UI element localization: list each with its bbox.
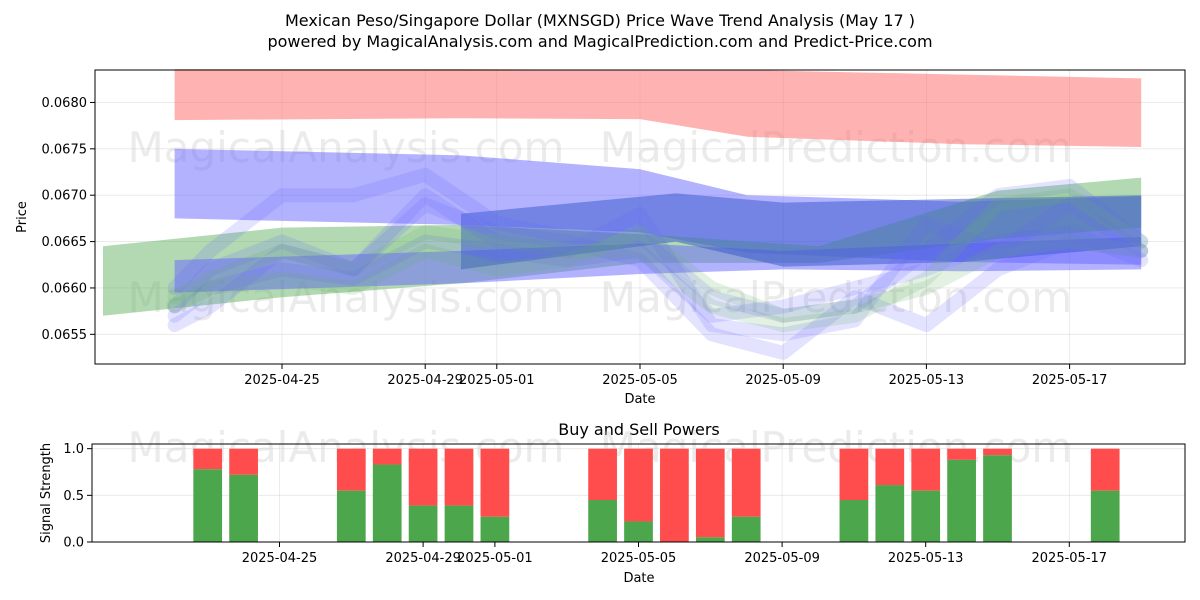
price-wave-blue: [167, 225, 1149, 323]
buy-bar: [588, 500, 617, 542]
price-wave-green: [167, 225, 1149, 323]
sell-bar: [947, 448, 976, 460]
price-x-tick-label: 2025-04-25: [244, 373, 320, 388]
sell-bar: [731, 448, 761, 517]
buy-bar: [875, 485, 905, 542]
signal-x-tick-label: 2025-04-29: [385, 551, 461, 566]
signal-bars: [193, 448, 1120, 542]
price-x-tick-label: 2025-04-29: [387, 373, 463, 388]
signal-panel: Buy and Sell Powers MagicalAnalysis.com …: [39, 420, 1186, 586]
price-bands: [103, 69, 1142, 316]
sell-bar: [875, 448, 905, 486]
sell-bar: [624, 448, 653, 522]
price-y-tick-label: 0.0675: [42, 142, 88, 157]
price-wave-blue: [167, 188, 1149, 342]
buy-bar: [695, 537, 725, 542]
chart-title: Mexican Peso/Singapore Dollar (MXNSGD) P…: [285, 11, 915, 30]
sell-bar: [336, 448, 366, 491]
buy-bar: [839, 500, 869, 542]
sell-bar: [480, 448, 510, 517]
sell-bar: [660, 448, 689, 542]
buy-bar: [624, 521, 653, 542]
buy-bar: [480, 516, 510, 542]
buy-bar: [911, 490, 941, 542]
price-x-tick-label: 2025-05-01: [459, 373, 535, 388]
signal-y-tick-label: 1.0: [63, 442, 84, 457]
price-wave-blue: [167, 197, 1149, 360]
price-y-tick-label: 0.0680: [42, 96, 88, 111]
price-x-axis-label: Date: [624, 392, 655, 407]
price-y-ticks: 0.0655 0.0660 0.0665 0.0670 0.0675 0.0680: [42, 96, 95, 343]
price-y-tick-label: 0.0660: [42, 281, 88, 296]
signal-y-axis-label: Signal Strength: [39, 443, 54, 543]
signal-y-ticks: 0.0 0.5 1.0: [63, 442, 92, 551]
sell-bar: [588, 448, 617, 500]
chart-subtitle: powered by MagicalAnalysis.com and Magic…: [267, 32, 932, 51]
price-panel: MagicalAnalysis.com MagicalPrediction.co…: [15, 69, 1186, 407]
sell-bar: [408, 448, 438, 506]
signal-x-tick-label: 2025-05-09: [744, 551, 820, 566]
buy-bar: [947, 459, 976, 542]
sell-bar: [911, 448, 941, 491]
price-y-tick-label: 0.0665: [42, 235, 88, 250]
price-y-axis-label: Price: [15, 201, 30, 233]
sell-bar: [193, 448, 223, 470]
price-wave-green: [167, 188, 1149, 333]
buy-bar: [1090, 490, 1120, 542]
sell-bar: [839, 448, 869, 500]
price-x-tick-label: 2025-05-09: [745, 373, 821, 388]
price-band-red: [174, 69, 1142, 147]
signal-title: Buy and Sell Powers: [558, 420, 720, 439]
signal-y-tick-label: 0.5: [63, 489, 84, 504]
signal-x-tick-label: 2025-04-25: [242, 551, 318, 566]
buy-bar: [408, 505, 438, 542]
signal-x-tick-label: 2025-05-17: [1032, 551, 1108, 566]
price-x-tick-label: 2025-05-13: [889, 373, 965, 388]
sell-bar: [229, 448, 258, 475]
sell-bar: [695, 448, 725, 538]
price-x-tick-label: 2025-05-05: [602, 373, 678, 388]
signal-x-tick-label: 2025-05-13: [888, 551, 964, 566]
buy-bar: [336, 490, 366, 542]
buy-bar: [193, 469, 223, 542]
buy-bar: [444, 505, 474, 542]
signal-y-tick-label: 0.0: [63, 536, 84, 551]
sell-bar: [372, 448, 402, 465]
price-y-tick-label: 0.0655: [42, 328, 88, 343]
price-waves: [167, 167, 1149, 360]
sell-bar: [1090, 448, 1120, 491]
price-y-tick-label: 0.0670: [42, 189, 88, 204]
price-wave-blue: [167, 167, 1149, 323]
sell-bar: [444, 448, 474, 506]
watermark-right-lower: MagicalPrediction.com: [600, 273, 1073, 322]
buy-bar: [983, 455, 1012, 542]
sell-bar: [983, 448, 1012, 456]
price-x-tick-label: 2025-05-17: [1032, 373, 1108, 388]
signal-x-axis-label: Date: [623, 571, 654, 586]
buy-bar: [731, 516, 761, 542]
buy-bar: [229, 474, 258, 542]
price-band-dark_blue: [461, 193, 1142, 270]
signal-x-tick-label: 2025-05-01: [457, 551, 533, 566]
signal-x-tick-label: 2025-05-05: [601, 551, 677, 566]
buy-bar: [372, 464, 402, 542]
